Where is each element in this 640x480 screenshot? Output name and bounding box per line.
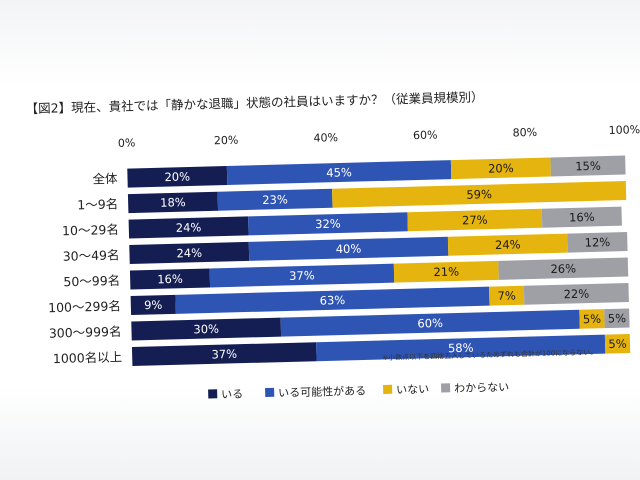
data-label: 5% [583, 312, 602, 326]
legend-swatch [383, 384, 393, 394]
legend: いる いる可能性がある いない わからない [208, 381, 509, 402]
x-tick-label: 0% [118, 136, 136, 149]
data-label: 27% [462, 213, 488, 228]
bar-segment [127, 191, 219, 214]
legend-label: いない [396, 383, 429, 397]
bar-segment [175, 286, 490, 314]
x-tick-label: 60% [413, 128, 438, 142]
legend-label: わからない [454, 381, 509, 395]
bar-segment [209, 263, 395, 288]
bar-segment [129, 241, 250, 265]
category-labels: 全体 1〜9名 10〜29名 30〜49名 50〜99名 100〜299名 300〜999名… [48, 171, 123, 366]
category-label: 300〜999名 [49, 324, 122, 341]
bar-segment [130, 294, 176, 316]
category-label: 30〜49名 [63, 247, 120, 263]
legend-swatch [265, 387, 275, 398]
bar-segment [128, 216, 249, 239]
data-label: 7% [497, 288, 516, 302]
data-labels: 20% 45% 20% 15% 18% 23% 59% 24% 32% 27% 16% 24% 40% 2… [144, 159, 627, 362]
bar-segment [450, 157, 551, 180]
bar-segment [604, 333, 631, 354]
data-label: 23% [262, 192, 288, 207]
bar-segment [217, 188, 333, 211]
data-label: 5% [608, 337, 627, 351]
bar-segment [407, 208, 543, 232]
bar-segment [332, 181, 627, 208]
data-label: 15% [575, 159, 601, 174]
data-label: 45% [326, 165, 352, 180]
data-label: 24% [495, 237, 521, 252]
bar-segment [316, 334, 606, 362]
bar-segment [248, 236, 449, 261]
bar-segment [604, 308, 630, 329]
data-label: 59% [466, 187, 492, 202]
x-tick-label: 80% [512, 126, 537, 140]
bar-segment [131, 342, 317, 367]
data-label: 12% [585, 235, 611, 250]
data-label: 24% [176, 246, 202, 261]
data-label: 32% [315, 217, 341, 232]
bar-segment [498, 257, 629, 280]
x-tick-label: 100% [609, 123, 640, 137]
bar-segment [131, 317, 282, 341]
bar-segment [393, 260, 499, 283]
bar-segment [523, 283, 629, 305]
data-label: 20% [164, 169, 190, 184]
data-label: 9% [144, 298, 163, 312]
data-label: 37% [211, 347, 237, 362]
data-label: 37% [289, 268, 315, 283]
data-label: 20% [488, 161, 514, 176]
category-label: 10〜29名 [62, 222, 119, 238]
x-tick-label: 40% [313, 131, 338, 145]
data-label: 5% [608, 311, 627, 325]
category-label: 1000名以上 [53, 349, 123, 366]
bar-segment [248, 212, 408, 236]
data-label: 22% [563, 287, 589, 302]
data-label: 21% [433, 264, 459, 279]
legend-swatch [208, 389, 218, 399]
x-axis-ticks: 0% 20% 40% 60% 80% 100% [118, 123, 640, 150]
chart-title: 【図2】現在、貴社では「静かな退職」状態の社員はいますか？（従業員規模別） [25, 89, 483, 116]
legend-swatch [440, 383, 451, 393]
category-label: 全体 [92, 171, 118, 187]
bar-segment [226, 160, 452, 185]
bar-segment [541, 206, 622, 228]
x-tick-label: 20% [214, 134, 239, 148]
bar-segment [579, 309, 605, 329]
legend-label: いる [221, 388, 243, 402]
data-label: 63% [320, 293, 346, 308]
bar-segment [550, 155, 626, 177]
legend-label: いる可能性がある [278, 383, 366, 399]
category-label: 100〜299名 [48, 298, 121, 315]
data-label: 58% [448, 341, 474, 356]
data-label: 60% [417, 316, 443, 331]
bar-segment [567, 232, 628, 253]
data-label: 40% [336, 241, 362, 256]
data-label: 16% [569, 210, 595, 225]
bar-segment [489, 285, 525, 306]
category-label: 50〜99名 [63, 273, 120, 289]
bar-segment [280, 309, 580, 337]
bar-segment [127, 165, 228, 188]
data-label: 24% [176, 220, 202, 235]
data-label: 16% [157, 272, 183, 287]
bar-segment [447, 233, 568, 256]
data-label: 30% [193, 322, 219, 337]
bar-segment [129, 268, 211, 290]
category-label: 1〜9名 [77, 196, 118, 212]
data-label: 26% [550, 261, 576, 276]
data-label: 18% [160, 195, 186, 210]
bars [127, 155, 631, 367]
